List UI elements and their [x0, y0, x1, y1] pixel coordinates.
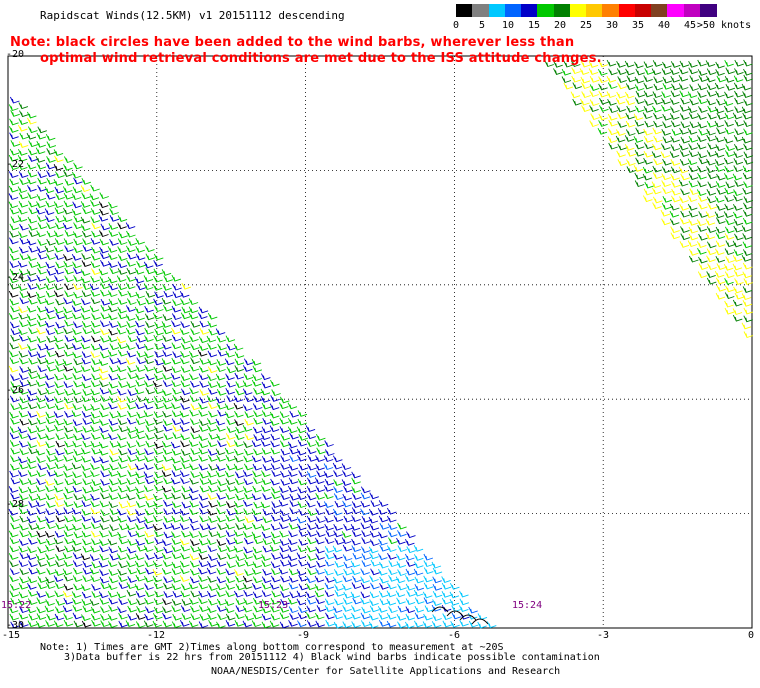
lat-label-26: -26	[6, 385, 25, 396]
wind-barbs	[8, 60, 754, 598]
colorbar-swatch	[472, 4, 489, 17]
colorbar-swatch	[699, 4, 717, 17]
colorbar-swatch	[521, 4, 538, 17]
footer-credit: NOAA/NESDIS/Center for Satellite Applica…	[211, 666, 561, 677]
colorbar-swatch	[651, 4, 668, 17]
colorbar-label: >50 knots	[696, 20, 752, 31]
lat-label-22: -22	[6, 159, 25, 170]
lat-label-24: -24	[6, 272, 25, 283]
colorbar-swatch	[504, 4, 522, 17]
lon-label-9: -9	[297, 630, 310, 641]
lat-label-30: -30	[6, 620, 25, 631]
colorbar-swatch	[602, 4, 619, 17]
colorbar-swatch	[553, 4, 571, 17]
colorbar-label: 40	[657, 20, 671, 31]
colorbar-label: 10	[501, 20, 515, 31]
time-label-1524: 15:24	[512, 600, 543, 611]
colorbar-swatch	[634, 4, 652, 17]
contamination-circle	[471, 618, 489, 625]
lon-label-15: -15	[2, 630, 21, 641]
map-frame	[7, 55, 753, 629]
colorbar-label: 25	[579, 20, 593, 31]
colorbar-swatch	[569, 4, 587, 17]
wind-barbs	[8, 59, 753, 629]
note-line-1: Note: black circles have been added to t…	[10, 35, 575, 50]
wind-barbs	[8, 96, 470, 629]
lat-label-28: -28	[6, 499, 25, 510]
colorbar-swatch	[683, 4, 701, 17]
colorbar-swatch	[456, 4, 473, 17]
lon-label-6: -6	[448, 630, 461, 641]
colorbar-label: 0	[452, 20, 460, 31]
footer-note-1: Note: 1) Times are GMT 2)Times along bot…	[40, 642, 504, 653]
time-label-1522: 15:22	[1, 600, 32, 611]
colorbar-label: 45	[683, 20, 697, 31]
lon-label-3: -3	[597, 630, 610, 641]
colorbar-label: 15	[527, 20, 541, 31]
colorbar-label: 35	[631, 20, 645, 31]
footer-note-2: 3)Data buffer is 22 hrs from 20151112 4)…	[64, 652, 600, 663]
lon-label-12: -12	[147, 630, 166, 641]
contamination-circle	[431, 606, 449, 613]
contamination-circle	[446, 610, 464, 617]
note-line-2: optimal wind retrieval conditions are me…	[40, 51, 602, 66]
lon-label-0: 0	[748, 630, 755, 641]
colorbar-swatch	[488, 4, 506, 17]
wind-barbs	[9, 59, 754, 628]
colorbar-swatch	[537, 4, 554, 17]
colorbar-label: 20	[553, 20, 567, 31]
lat-label-20: -20	[6, 49, 25, 60]
colorbar-label: 5	[478, 20, 486, 31]
wind-barbs	[324, 544, 497, 629]
map-title: Rapidscat Winds(12.5KM) v1 20151112 desc…	[40, 9, 345, 22]
colorbar-swatch	[667, 4, 684, 17]
colorbar-swatch	[618, 4, 636, 17]
wind-barbs	[8, 163, 253, 628]
wind-barbs	[288, 455, 478, 628]
time-label-1523: 15:23	[258, 600, 289, 611]
colorbar-swatch	[586, 4, 603, 17]
colorbar-label: 30	[605, 20, 619, 31]
contamination-circle	[459, 614, 477, 621]
